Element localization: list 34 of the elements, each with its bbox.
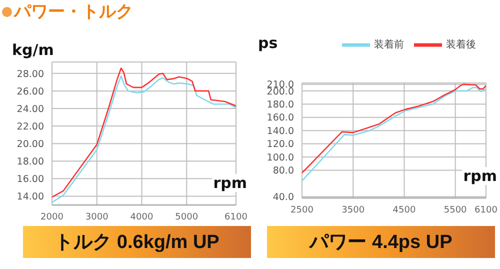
y-tick-label: 14.00 (16, 192, 44, 203)
y-tick-label: 16.00 (16, 174, 44, 186)
x-tick-label: 2500 (290, 205, 314, 216)
x-tick-label: 4000 (130, 212, 154, 222)
y-tick-label: 100.0 (266, 152, 294, 164)
y-tick-label: 40.0 (272, 192, 294, 204)
x-tick-label: 6100 (474, 205, 498, 216)
y-tick-label: 80.0 (272, 166, 294, 177)
legend-label: 装着前 (374, 40, 404, 51)
y-axis-title: kg/m (12, 41, 54, 59)
x-tick-label: 6100 (224, 212, 248, 222)
text: トルク 0.6kg/m UP (23, 226, 251, 258)
y-tick-label: 28.00 (16, 68, 44, 80)
x-tick-label: 2000 (40, 212, 64, 222)
x-tick-label: 4500 (392, 205, 416, 216)
y-tick-label: 24.00 (16, 104, 44, 115)
y-tick-label: 20.00 (16, 138, 44, 150)
legend-label: 装着後 (446, 40, 476, 51)
x-axis-title: rpm (462, 167, 498, 185)
y-tick-label: 160.0 (266, 112, 294, 124)
x-axis-title: rpm (212, 174, 248, 192)
y-tick-label: 18.00 (16, 156, 44, 168)
text: パワー 4.4ps UP (267, 226, 495, 258)
y-tick-label: 140.0 (266, 126, 294, 137)
x-tick-label: 3000 (85, 212, 109, 222)
chart-title: パワー・トルク (14, 1, 133, 23)
y-tick-label: 180.0 (266, 100, 294, 111)
x-tick-label: 5500 (444, 205, 468, 216)
x-tick-label: 3500 (342, 205, 365, 216)
y-axis-title: ps (258, 34, 278, 52)
y-tick-label: 26.00 (16, 86, 44, 98)
y-tick-label: 22.00 (16, 121, 44, 132)
y-tick-label: 120.0 (266, 139, 294, 150)
x-tick-label: 5000 (175, 212, 198, 222)
